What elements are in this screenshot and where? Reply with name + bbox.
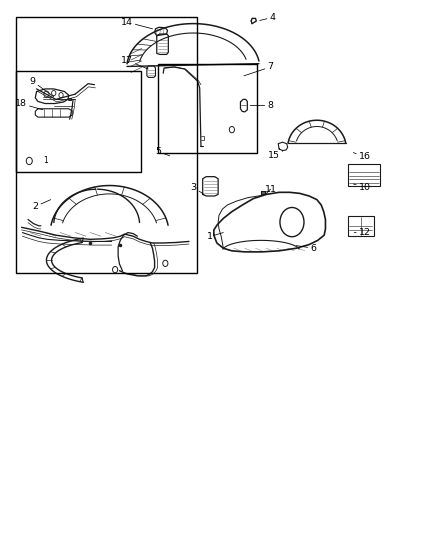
- Bar: [16, 17, 197, 273]
- Text: 17: 17: [121, 55, 148, 69]
- Text: 8: 8: [251, 101, 273, 110]
- Bar: [158, 64, 257, 152]
- Text: 18: 18: [15, 99, 43, 110]
- Text: 7: 7: [244, 62, 273, 76]
- Text: 4: 4: [260, 13, 276, 22]
- Bar: [348, 216, 374, 236]
- Text: 9: 9: [29, 77, 54, 97]
- Text: 2: 2: [32, 200, 51, 211]
- Text: 14: 14: [121, 18, 152, 29]
- Text: 15: 15: [268, 151, 283, 160]
- Text: 1: 1: [207, 232, 223, 241]
- Bar: [348, 164, 380, 185]
- Text: 16: 16: [353, 152, 371, 161]
- Text: 11: 11: [265, 185, 276, 195]
- Text: 5: 5: [155, 147, 170, 156]
- Text: 1: 1: [43, 157, 48, 165]
- Text: 6: 6: [296, 244, 316, 253]
- Bar: [16, 71, 141, 173]
- Text: 10: 10: [353, 183, 371, 191]
- Bar: [261, 191, 265, 195]
- Text: 12: 12: [354, 228, 371, 237]
- Text: 3: 3: [190, 183, 204, 195]
